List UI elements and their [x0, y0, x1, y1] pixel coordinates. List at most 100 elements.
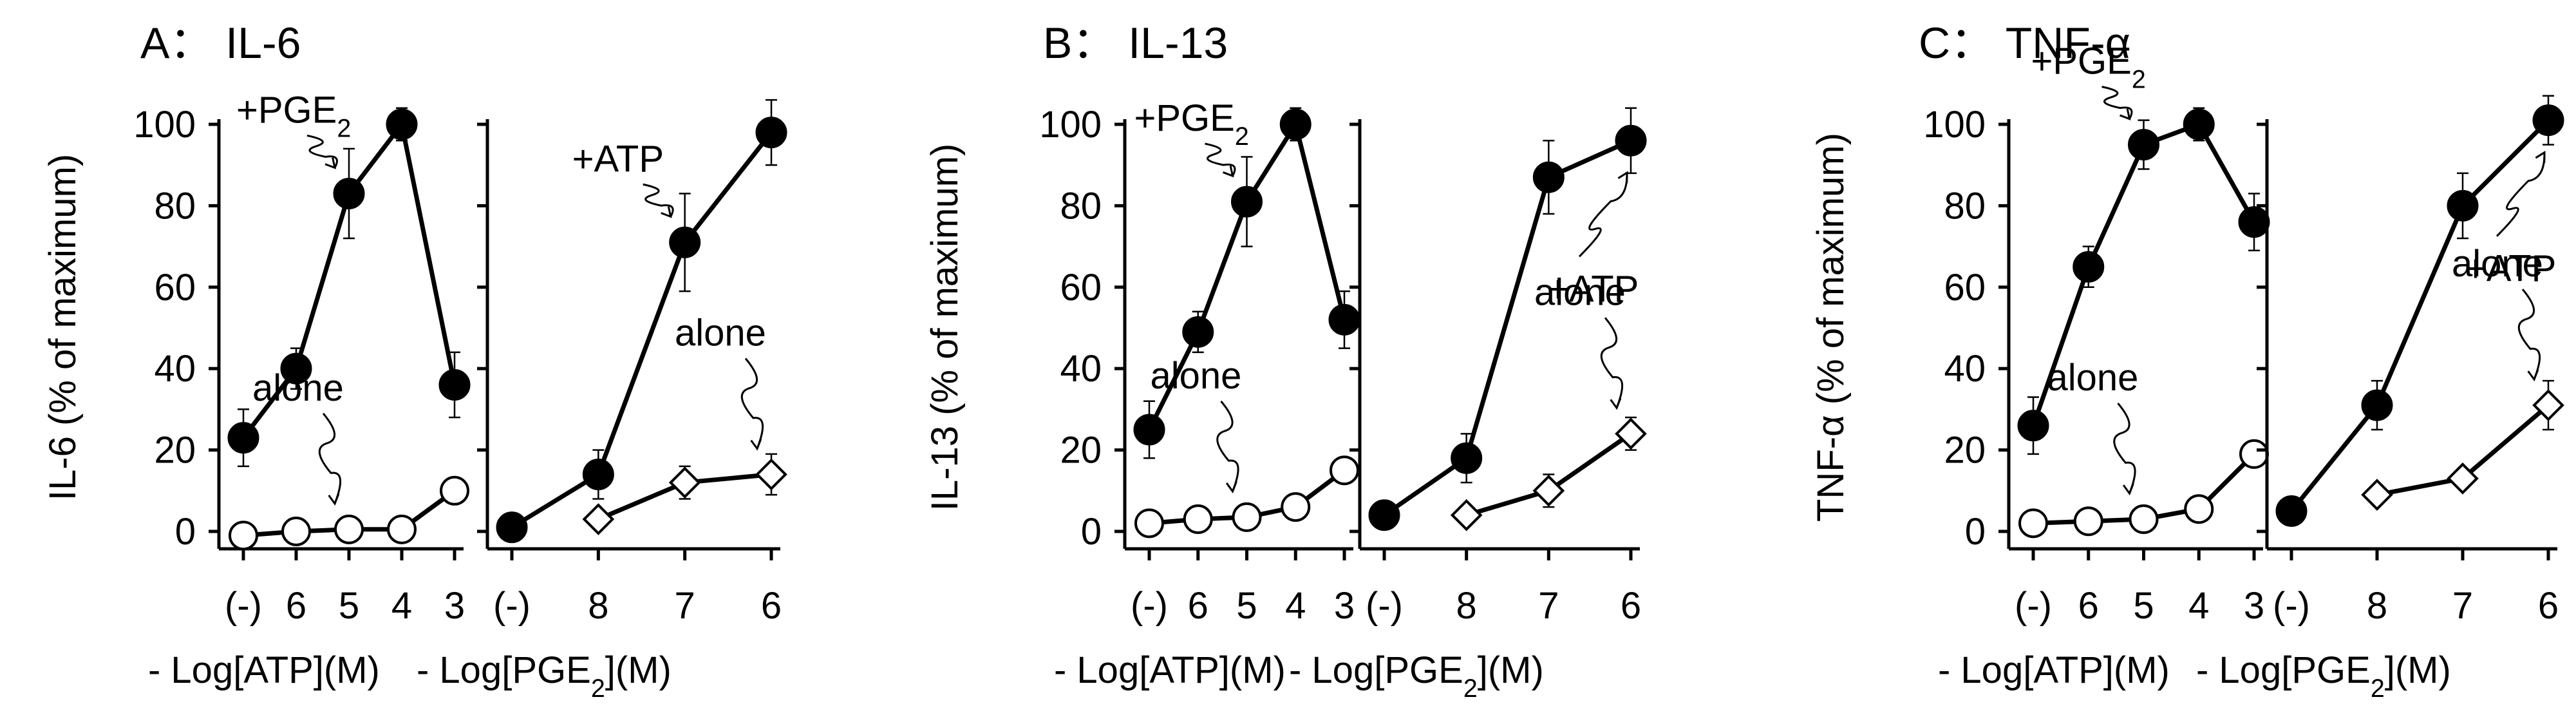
x-axis-label: - Log[PGE2](M)	[417, 649, 672, 703]
annotation-pointer	[2101, 86, 2133, 120]
annotation-pointer	[318, 412, 342, 504]
point-filled	[669, 226, 701, 258]
point-filled	[1615, 124, 1647, 157]
y-tick-label: 60	[1060, 267, 1102, 309]
annotation-arrowhead	[2122, 483, 2134, 496]
point-filled	[2183, 108, 2215, 140]
point-open	[2018, 508, 2048, 539]
subplot-1-0	[1114, 107, 1360, 560]
annotation-label: alone	[1151, 355, 1242, 397]
point-filled	[1231, 186, 1263, 218]
annotation-label: +PGE2	[2031, 41, 2146, 94]
annotation-arrowhead	[2535, 150, 2546, 163]
y-tick-label: 100	[1039, 104, 1102, 146]
y-tick-label: 0	[1081, 511, 1102, 553]
x-tick-label: 3	[2244, 585, 2264, 627]
annotation-pointer	[1578, 173, 1628, 258]
point-open	[1134, 508, 1164, 539]
annotation-arrowhead	[324, 157, 337, 169]
x-tick-label: (-)	[1131, 585, 1168, 627]
y-tick-label: 80	[1060, 185, 1102, 227]
x-tick-label: 7	[675, 585, 695, 627]
point-diamond	[1615, 417, 1647, 450]
point-diamond	[582, 503, 615, 535]
point-open	[2073, 506, 2103, 537]
x-tick-label: 5	[1236, 585, 1257, 627]
x-tick-label: 3	[1334, 585, 1355, 627]
y-axis-label: TNF-α (% of maximum)	[1810, 133, 1852, 522]
x-tick-label: (-)	[1366, 585, 1403, 627]
subplot-2-0	[1998, 86, 2270, 560]
point-filled	[438, 368, 471, 401]
annotation-arrowhead	[661, 206, 672, 218]
annotation-pointer	[2496, 152, 2546, 237]
annotation-pointer	[1205, 142, 1236, 176]
annotation-arrowhead	[2120, 108, 2131, 120]
point-filled	[2017, 410, 2049, 442]
point-filled	[2447, 189, 2479, 222]
annotation-label: +PGE2	[236, 89, 351, 142]
subplot-1-1	[1349, 107, 1647, 560]
y-tick-label: 0	[1965, 511, 1986, 553]
panel-0	[209, 99, 787, 560]
point-filled	[2532, 104, 2564, 137]
y-tick-label: 100	[1923, 104, 1986, 146]
x-tick-label: 5	[339, 585, 359, 627]
panel-1	[1114, 107, 1647, 560]
x-tick-label: (-)	[225, 585, 262, 627]
x-axis-label: - Log[ATP](M)	[1938, 649, 2170, 691]
annotation-label: +PGE2	[1134, 97, 1249, 151]
annotation-pointer	[740, 358, 764, 450]
y-tick-label: 20	[1944, 430, 1986, 472]
x-tick-label: 7	[1538, 585, 1559, 627]
annotation-pointer	[2517, 289, 2541, 380]
y-axis-label: IL-6 (% of maximum)	[42, 154, 84, 500]
x-tick-label: 5	[2133, 585, 2154, 627]
x-tick-label: 4	[391, 585, 412, 627]
y-tick-label: 20	[1060, 430, 1102, 472]
point-filled	[2128, 129, 2159, 161]
point-filled	[755, 117, 787, 149]
point-open	[1281, 492, 1311, 522]
series-line-0	[511, 131, 773, 529]
annotation-label: alone	[2452, 243, 2543, 285]
x-tick-label: 6	[1621, 585, 1641, 627]
y-tick-label: 80	[1944, 185, 1986, 227]
annotation-pointer	[2113, 403, 2136, 494]
point-diamond	[755, 458, 787, 491]
subplot-2-1	[2257, 95, 2564, 560]
panel-title: A： IL-6	[140, 19, 301, 68]
annotation-pointer	[306, 134, 338, 169]
point-open	[2129, 504, 2159, 535]
annotation-label: alone	[675, 312, 766, 354]
point-diamond	[2532, 389, 2564, 421]
y-tick-label: 40	[1060, 348, 1102, 390]
series-line-0	[1383, 138, 1632, 517]
point-filled	[2238, 206, 2270, 238]
panel-2	[1998, 86, 2564, 560]
point-filled	[280, 352, 312, 385]
point-diamond	[1450, 499, 1483, 531]
panel-title: C： TNF-α	[1919, 19, 2130, 68]
annotation-arrowhead	[2527, 369, 2539, 382]
annotation-arrowhead	[1617, 171, 1628, 184]
x-tick-label: (-)	[493, 585, 531, 627]
annotation-arrowhead	[328, 493, 340, 506]
x-tick-label: 3	[444, 585, 465, 627]
point-diamond	[2447, 462, 2479, 495]
x-axis-label: - Log[PGE2](M)	[1289, 649, 1544, 703]
x-axis-label: - Log[ATP](M)	[1054, 649, 1286, 691]
point-filled	[1368, 499, 1400, 531]
y-tick-label: 20	[154, 430, 196, 472]
point-filled	[2361, 389, 2393, 421]
point-diamond	[668, 466, 701, 499]
point-filled	[333, 177, 365, 209]
x-tick-label: (-)	[2273, 585, 2310, 627]
point-filled	[1279, 108, 1312, 140]
point-filled	[496, 511, 528, 544]
point-open	[1330, 455, 1359, 486]
point-filled	[2275, 495, 2308, 527]
annotation-arrowhead	[750, 439, 762, 451]
y-tick-label: 60	[1944, 267, 1986, 309]
